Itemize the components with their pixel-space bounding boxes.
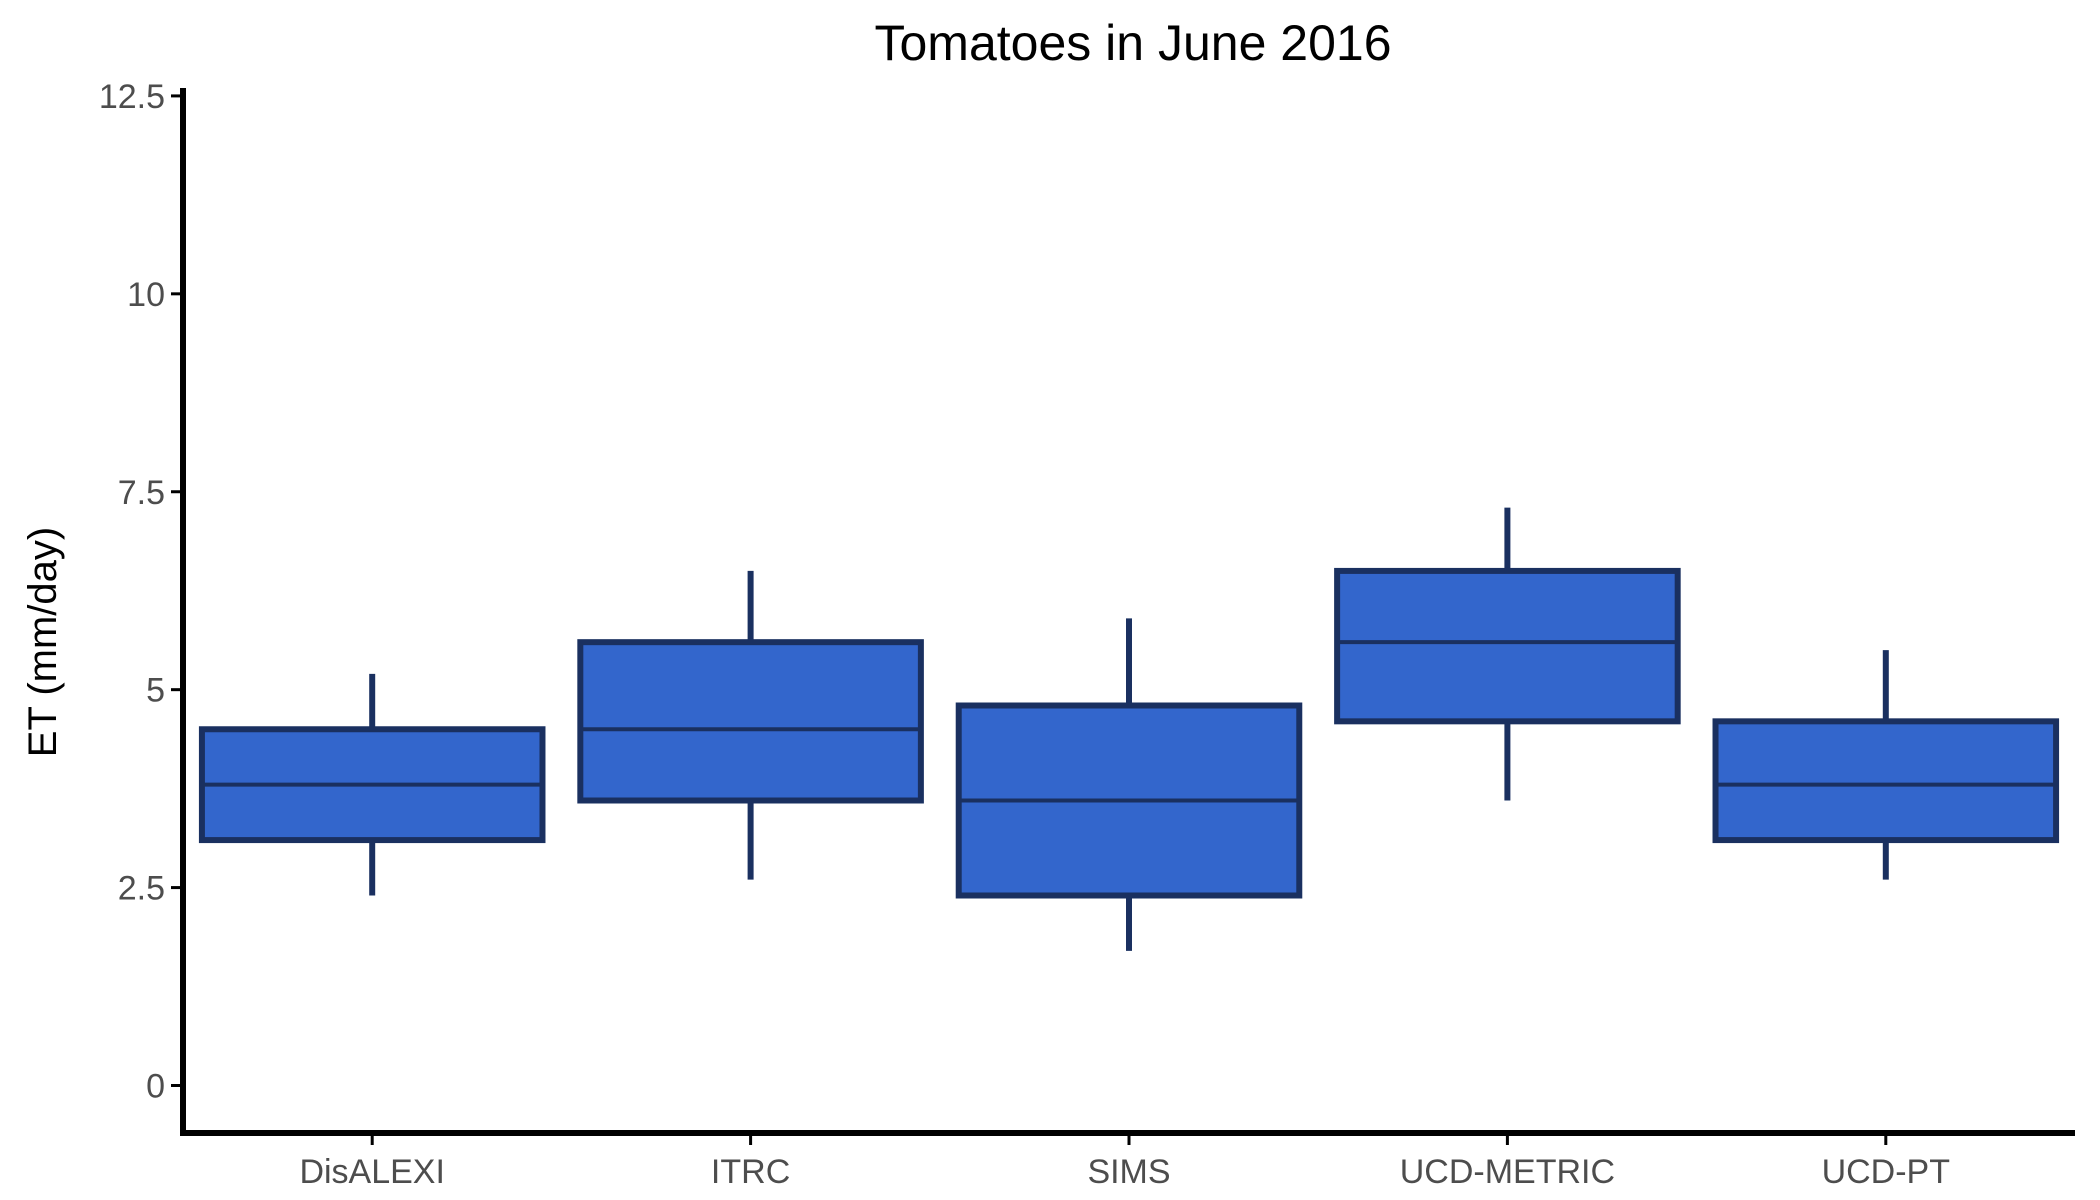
y-axis-label: ET (mm/day) — [21, 527, 65, 757]
iqr-box — [1334, 567, 1681, 725]
y-tick-label: 7.5 — [118, 474, 165, 512]
box-ucd-metric — [1334, 507, 1681, 801]
chart-title: Tomatoes in June 2016 — [874, 15, 1391, 71]
y-tick-label: 0 — [146, 1068, 165, 1106]
box-disalexi — [198, 673, 546, 896]
x-tick-label: ITRC — [711, 1153, 790, 1191]
y-tick-label: 12.5 — [99, 78, 165, 116]
plot-area — [198, 507, 2060, 951]
box-itrc — [577, 570, 924, 880]
x-tick-label: UCD-METRIC — [1400, 1153, 1615, 1191]
x-tick-label: DisALEXI — [299, 1153, 445, 1191]
y-tick-label: 2.5 — [118, 870, 165, 908]
box-sims — [955, 618, 1303, 951]
box-ucd-pt — [1712, 650, 2060, 880]
x-tick-label: UCD-PT — [1822, 1153, 1950, 1191]
y-tick-label: 10 — [127, 276, 165, 314]
iqr-box — [1712, 718, 2060, 844]
x-tick-label: SIMS — [1087, 1153, 1170, 1191]
iqr-box — [577, 639, 924, 804]
axes: 0 2.5 5 7.5 10 12.5 DisALEXI ITRC SIMS UCD-METRIC… — [99, 78, 2075, 1191]
y-tick-label: 5 — [146, 672, 165, 710]
